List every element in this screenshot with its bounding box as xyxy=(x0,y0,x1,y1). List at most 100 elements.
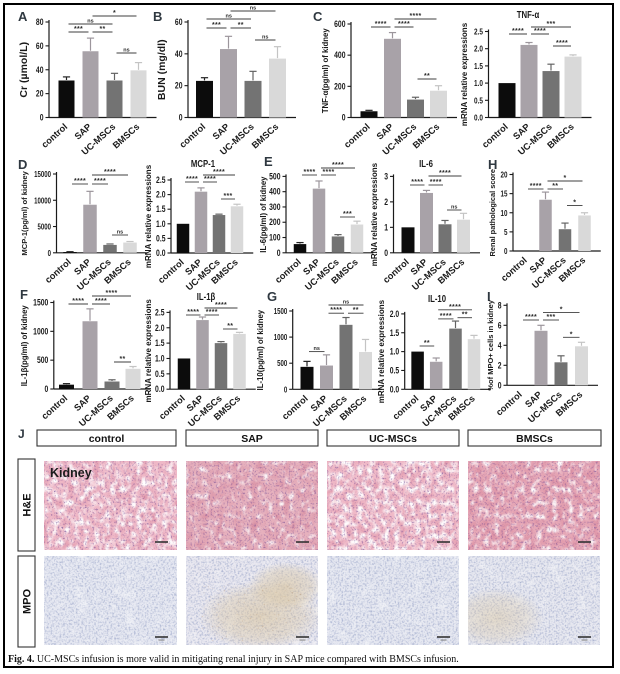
svg-text:*: * xyxy=(570,331,573,338)
svg-text:***: *** xyxy=(74,26,83,33)
svg-text:40: 40 xyxy=(36,65,44,75)
svg-text:****: **** xyxy=(449,304,461,311)
svg-text:*: * xyxy=(113,10,116,17)
svg-text:****: **** xyxy=(525,314,537,321)
svg-text:****: **** xyxy=(213,169,225,176)
svg-text:IL-10(pg/ml) of kidney: IL-10(pg/ml) of kidney xyxy=(256,309,265,390)
svg-text:****: **** xyxy=(206,309,218,316)
svg-text:60: 60 xyxy=(175,17,183,27)
svg-text:E: E xyxy=(264,154,273,169)
svg-text:**: ** xyxy=(424,340,430,347)
svg-text:40: 40 xyxy=(175,49,183,59)
svg-text:MCP-1(pg/ml) of kidney: MCP-1(pg/ml) of kidney xyxy=(20,170,29,255)
svg-text:0: 0 xyxy=(498,380,502,390)
svg-text:C: C xyxy=(313,9,323,24)
svg-text:J: J xyxy=(18,427,25,441)
svg-text:2.5: 2.5 xyxy=(474,27,484,37)
svg-text:0.5: 0.5 xyxy=(156,233,166,243)
svg-text:3: 3 xyxy=(384,171,388,181)
svg-text:1.5: 1.5 xyxy=(155,338,165,348)
svg-text:mRNA relative expressions: mRNA relative expressions xyxy=(370,162,379,266)
svg-text:****: **** xyxy=(375,21,387,28)
svg-text:mRNA relative expressions: mRNA relative expressions xyxy=(144,299,153,403)
svg-text:ns: ns xyxy=(343,299,349,305)
svg-text:**: ** xyxy=(227,323,233,330)
svg-text:*: * xyxy=(563,175,566,182)
svg-text:IL-10: IL-10 xyxy=(428,293,446,304)
svg-text:Cr (µmol/L): Cr (µmol/L) xyxy=(18,42,30,98)
svg-text:300: 300 xyxy=(269,202,281,212)
svg-text:ns: ns xyxy=(226,13,232,19)
svg-text:1.5: 1.5 xyxy=(474,61,484,71)
svg-text:*: * xyxy=(560,307,563,314)
svg-text:1.0: 1.0 xyxy=(155,354,165,364)
svg-text:****: **** xyxy=(411,179,423,186)
svg-text:F: F xyxy=(20,287,28,302)
svg-text:1.0: 1.0 xyxy=(390,347,400,357)
svg-text:****: **** xyxy=(72,298,84,305)
svg-text:0.0: 0.0 xyxy=(390,384,400,394)
svg-text:H&E: H&E xyxy=(22,493,34,516)
svg-text:%of MPO+ cells in kidney: %of MPO+ cells in kidney xyxy=(486,299,495,390)
svg-text:***: *** xyxy=(546,314,555,321)
svg-text:D: D xyxy=(18,157,27,172)
svg-text:1500: 1500 xyxy=(33,298,49,308)
svg-text:80: 80 xyxy=(36,17,44,27)
svg-text:5: 5 xyxy=(504,227,507,237)
svg-text:ns: ns xyxy=(262,34,268,40)
svg-text:1000: 1000 xyxy=(274,332,287,342)
svg-text:**: ** xyxy=(552,183,558,190)
svg-text:ns: ns xyxy=(250,5,256,11)
svg-text:****: **** xyxy=(534,28,546,35)
svg-text:**: ** xyxy=(462,312,468,319)
svg-text:0.5: 0.5 xyxy=(155,369,165,379)
svg-text:****: **** xyxy=(74,178,86,185)
svg-text:****: **** xyxy=(330,307,342,314)
svg-text:0.5: 0.5 xyxy=(390,365,400,375)
svg-text:1500: 1500 xyxy=(274,306,287,316)
svg-text:2.5: 2.5 xyxy=(155,307,165,317)
svg-text:****: **** xyxy=(439,170,451,177)
svg-text:20: 20 xyxy=(36,89,44,99)
svg-text:****: **** xyxy=(215,302,227,309)
svg-text:****: **** xyxy=(398,21,410,28)
svg-text:****: **** xyxy=(440,313,452,320)
svg-text:1.5: 1.5 xyxy=(156,204,166,214)
svg-text:BUN (mg/dl): BUN (mg/dl) xyxy=(156,39,168,100)
svg-text:1.5: 1.5 xyxy=(390,328,400,338)
svg-text:0: 0 xyxy=(40,113,44,123)
svg-text:0.0: 0.0 xyxy=(156,248,166,258)
svg-text:TNF-α: TNF-α xyxy=(517,9,540,20)
svg-text:**: ** xyxy=(119,356,125,363)
svg-text:TNF-α(pg/ml) of kidney: TNF-α(pg/ml) of kidney xyxy=(321,28,330,114)
svg-text:0: 0 xyxy=(504,246,507,256)
svg-text:ns: ns xyxy=(451,204,457,210)
svg-text:2.5: 2.5 xyxy=(156,175,166,185)
svg-text:ns: ns xyxy=(314,346,320,352)
svg-text:1.0: 1.0 xyxy=(474,78,483,88)
svg-text:****: **** xyxy=(105,290,117,297)
svg-text:***: *** xyxy=(223,193,232,200)
svg-text:2.0: 2.0 xyxy=(390,309,400,319)
svg-text:15: 15 xyxy=(501,189,508,199)
svg-text:G: G xyxy=(267,289,277,304)
svg-text:H: H xyxy=(488,157,497,172)
svg-text:****: **** xyxy=(94,178,106,185)
svg-text:mRNA relative expressions: mRNA relative expressions xyxy=(377,299,386,403)
svg-text:MCP-1: MCP-1 xyxy=(191,158,215,169)
svg-text:BMSCs: BMSCs xyxy=(516,433,553,445)
svg-text:500: 500 xyxy=(277,358,287,368)
svg-text:0: 0 xyxy=(342,113,346,123)
svg-text:2.0: 2.0 xyxy=(156,190,166,200)
svg-text:SAP: SAP xyxy=(241,433,263,445)
svg-text:**: ** xyxy=(238,22,244,29)
svg-text:2.0: 2.0 xyxy=(155,323,165,333)
svg-text:Fig. 4. UC-MSCs infusion is m: Fig. 4. UC-MSCs infusion is more valid i… xyxy=(8,654,459,665)
svg-text:10000: 10000 xyxy=(34,195,51,205)
svg-text:Kidney: Kidney xyxy=(50,466,92,480)
svg-text:15000: 15000 xyxy=(34,169,51,179)
svg-text:0.0: 0.0 xyxy=(474,113,483,123)
svg-text:***: *** xyxy=(343,211,352,218)
svg-text:100: 100 xyxy=(269,233,281,243)
svg-text:****: **** xyxy=(409,13,421,20)
